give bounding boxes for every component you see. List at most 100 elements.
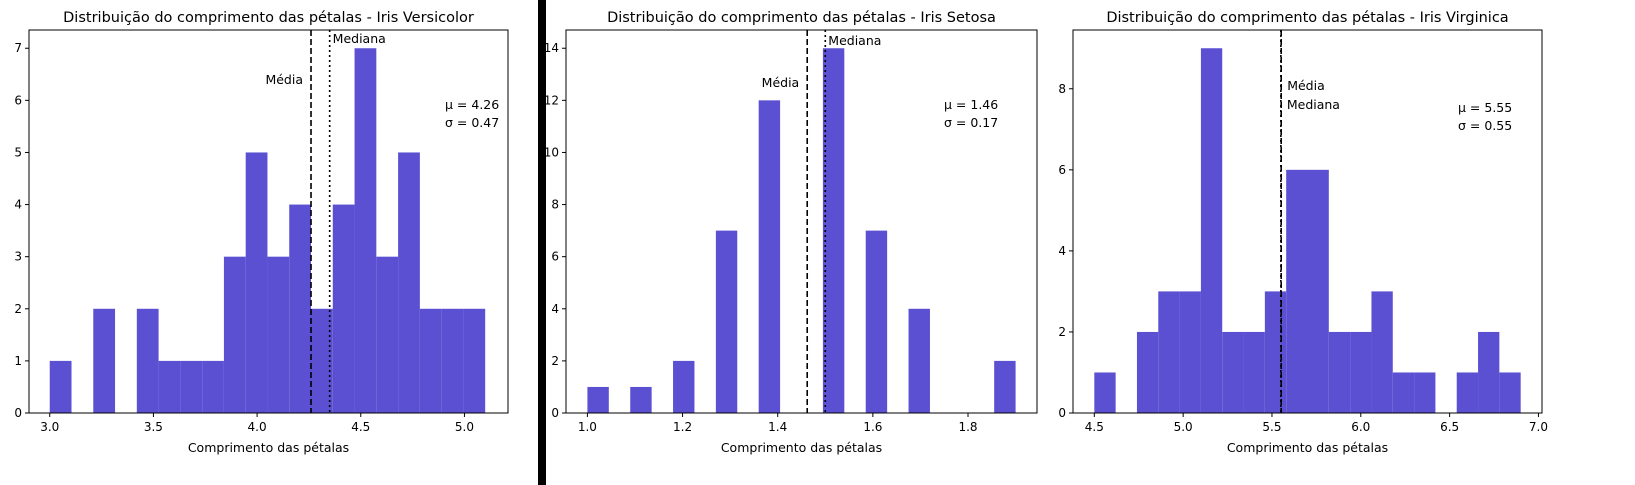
histogram-bar bbox=[1158, 291, 1180, 413]
histogram-bar bbox=[865, 230, 888, 413]
chart-panel-3: 4.5 5.0 5.5 6.0 6.5 7.0 0 2 4 6 8 Distribuição do c… bbox=[1058, 10, 1548, 455]
x-axis-label: Comprimento das pétalas bbox=[721, 440, 882, 455]
histogram-bar bbox=[1136, 331, 1159, 413]
histogram-bar bbox=[245, 152, 268, 413]
histogram-bar bbox=[1222, 331, 1244, 413]
histogram-bar bbox=[1307, 169, 1329, 413]
y-tick-label: 5 bbox=[14, 145, 22, 159]
y-tick-label: 4 bbox=[551, 302, 559, 316]
y-tick-label: 10 bbox=[544, 145, 559, 159]
x-tick-label: 1.4 bbox=[768, 420, 787, 434]
histogram-bar bbox=[1499, 372, 1521, 413]
histogram-bar bbox=[289, 204, 312, 413]
histogram-bar bbox=[180, 360, 203, 413]
x-tick-label: 6.5 bbox=[1440, 420, 1459, 434]
histogram-bar bbox=[158, 360, 181, 413]
histogram-bar bbox=[715, 230, 738, 413]
histogram-bars bbox=[587, 48, 1016, 414]
histogram-bar bbox=[441, 308, 464, 413]
histogram-bar bbox=[463, 308, 486, 413]
y-tick-label: 2 bbox=[1058, 325, 1066, 339]
histogram-bar bbox=[908, 308, 930, 413]
histogram-bar bbox=[398, 152, 420, 413]
y-tick-label: 6 bbox=[1058, 163, 1066, 177]
x-axis-label: Comprimento das pétalas bbox=[188, 440, 349, 455]
x-tick-label: 7.0 bbox=[1529, 420, 1548, 434]
histogram-bar bbox=[223, 256, 246, 413]
histogram-bar bbox=[354, 48, 377, 413]
histogram-bar bbox=[673, 360, 695, 413]
axes-frame bbox=[565, 29, 1038, 414]
histogram-bar bbox=[1414, 372, 1436, 413]
histogram-bar bbox=[1478, 331, 1500, 413]
median-annotation: Mediana bbox=[1287, 97, 1340, 112]
std-stat-text: σ = 0.55 bbox=[1458, 118, 1512, 133]
histogram-bar bbox=[1371, 291, 1393, 413]
x-tick-label: 4.5 bbox=[351, 420, 370, 434]
histogram-bar bbox=[1264, 291, 1287, 413]
histogram-bar bbox=[1456, 372, 1479, 413]
mean-annotation: Média bbox=[762, 75, 800, 90]
histogram-bar bbox=[267, 256, 290, 413]
x-tick-label: 1.0 bbox=[578, 420, 597, 434]
mean-stat-text: μ = 4.26 bbox=[445, 97, 499, 112]
x-tick-label: 6.0 bbox=[1351, 420, 1370, 434]
panel-separator bbox=[538, 0, 546, 485]
y-tick-label: 4 bbox=[1058, 244, 1066, 258]
y-tick-label: 3 bbox=[14, 250, 22, 264]
y-tick-label: 0 bbox=[1058, 406, 1066, 420]
y-tick-label: 14 bbox=[544, 41, 559, 55]
y-tick-label: 2 bbox=[551, 354, 559, 368]
histogram-bar bbox=[202, 360, 224, 413]
x-tick-label: 4.0 bbox=[248, 420, 267, 434]
axes-frame bbox=[1072, 29, 1543, 414]
histogram-bars bbox=[49, 48, 486, 413]
histogram-bar bbox=[1350, 331, 1372, 413]
median-annotation: Mediana bbox=[828, 33, 881, 48]
x-tick-label: 1.2 bbox=[673, 420, 692, 434]
histogram-bar bbox=[630, 386, 652, 413]
axes-frame bbox=[28, 29, 509, 414]
y-tick-label: 6 bbox=[14, 93, 22, 107]
histogram-bar bbox=[311, 308, 333, 413]
histogram-bar bbox=[1243, 331, 1265, 413]
histogram-bar bbox=[1286, 169, 1308, 413]
x-tick-label: 4.5 bbox=[1085, 420, 1104, 434]
median-annotation: Mediana bbox=[333, 31, 386, 46]
histogram-bar bbox=[419, 308, 442, 413]
histogram-bar bbox=[758, 100, 781, 414]
chart-panel-2: 1.0 1.2 1.4 1.6 1.8 0 2 4 6 8 10 12 14 Distribuição d… bbox=[544, 10, 1038, 455]
y-tick-label: 0 bbox=[551, 406, 559, 420]
mean-stat-text: μ = 1.46 bbox=[944, 97, 998, 112]
y-tick-label: 4 bbox=[14, 198, 22, 212]
histogram-bar bbox=[1200, 48, 1223, 413]
histogram-bar bbox=[136, 308, 159, 413]
x-tick-label: 3.0 bbox=[40, 420, 59, 434]
histogram-bar bbox=[1328, 331, 1351, 413]
mean-stat-text: μ = 5.55 bbox=[1458, 100, 1512, 115]
histogram-bar bbox=[1179, 291, 1201, 413]
chart-title: Distribuição do comprimento das pétalas … bbox=[607, 10, 996, 26]
chart-title: Distribuição do comprimento das pétalas … bbox=[63, 10, 474, 26]
histogram-bar bbox=[93, 308, 116, 413]
histogram-bar bbox=[1094, 372, 1116, 413]
y-tick-label: 6 bbox=[551, 250, 559, 264]
y-tick-label: 12 bbox=[544, 93, 559, 107]
y-tick-label: 0 bbox=[14, 406, 22, 420]
histogram-bar bbox=[587, 386, 609, 413]
y-tick-label: 2 bbox=[14, 302, 22, 316]
y-tick-label: 8 bbox=[551, 198, 559, 212]
histogram-bar bbox=[994, 360, 1016, 413]
x-tick-label: 5.5 bbox=[1262, 420, 1281, 434]
std-stat-text: σ = 0.17 bbox=[944, 115, 998, 130]
histogram-bar bbox=[1392, 372, 1415, 413]
y-tick-label: 1 bbox=[14, 354, 22, 368]
chart-panel-1: 3.0 3.5 4.0 4.5 5.0 0 1 2 3 4 5 6 7 Distribuição do c… bbox=[14, 10, 509, 455]
histogram-bar bbox=[332, 204, 355, 413]
y-tick-label: 7 bbox=[14, 41, 22, 55]
std-stat-text: σ = 0.47 bbox=[445, 115, 499, 130]
mean-annotation: Média bbox=[265, 72, 303, 87]
x-tick-label: 1.6 bbox=[863, 420, 882, 434]
histogram-bars bbox=[1094, 48, 1521, 413]
